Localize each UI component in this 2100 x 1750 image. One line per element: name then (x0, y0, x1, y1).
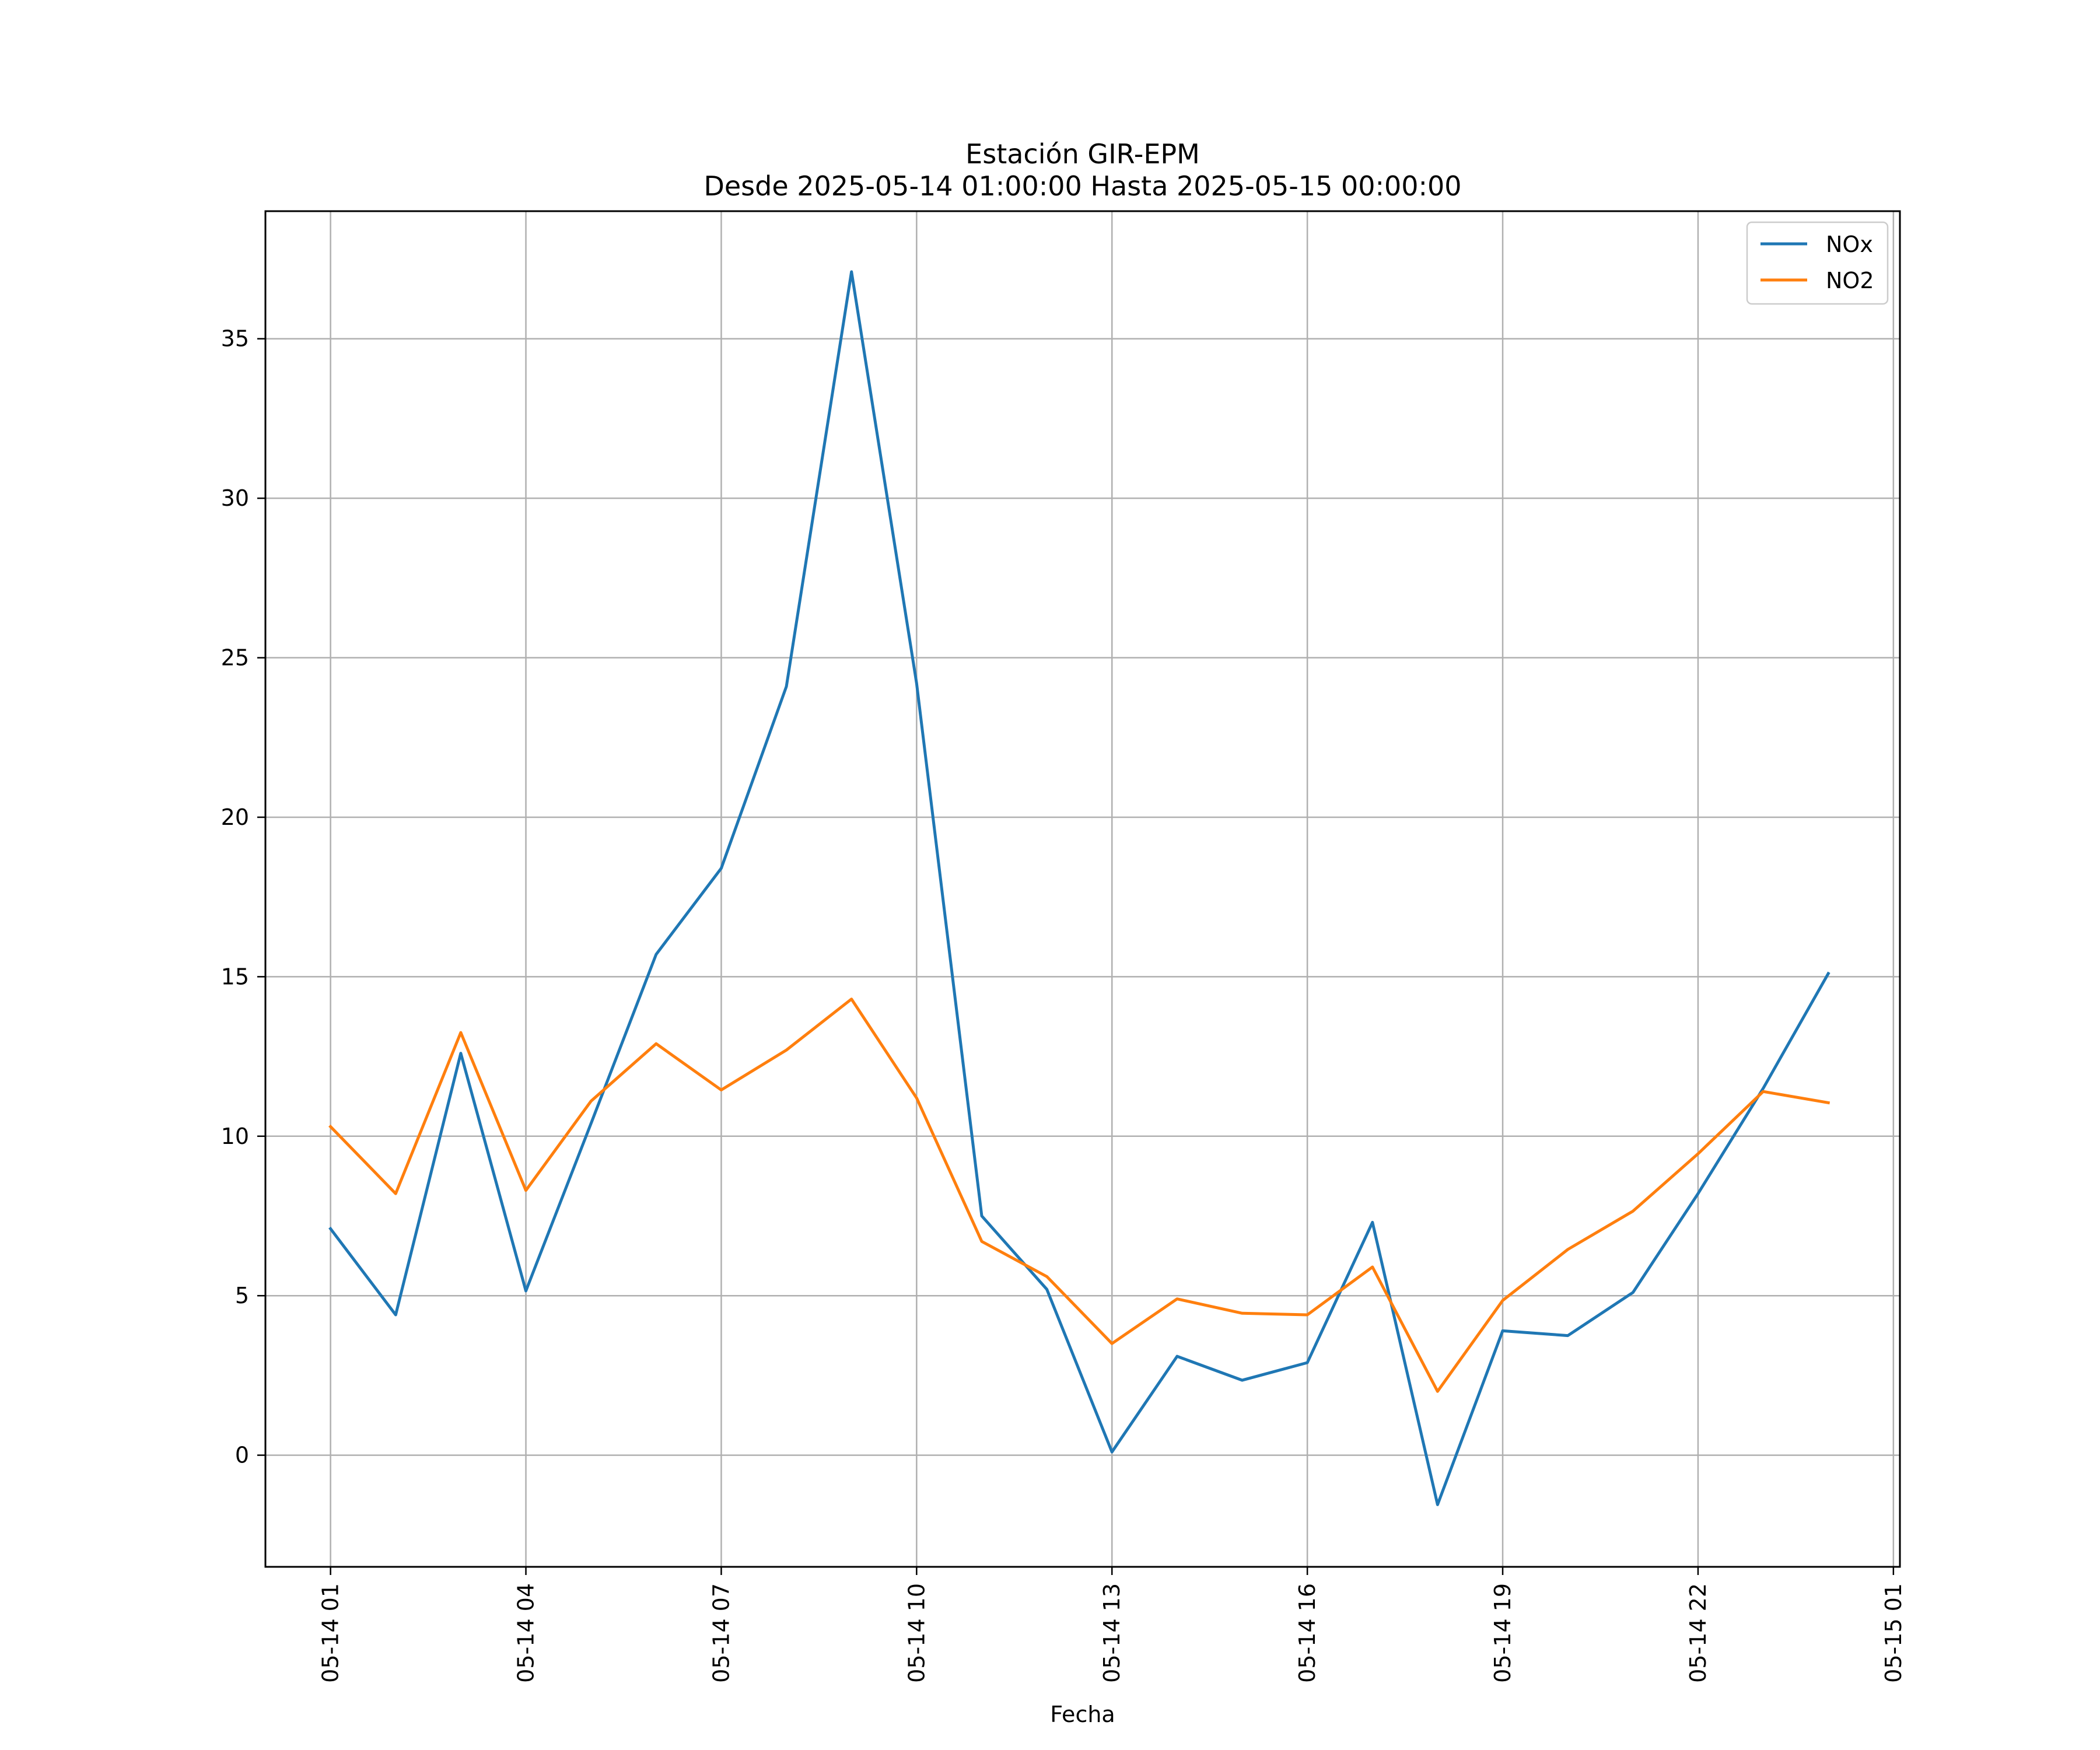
legend-label-nox: NOx (1826, 232, 1873, 257)
y-tick-label: 0 (235, 1443, 249, 1468)
x-tick-label: 05-14 07 (708, 1583, 734, 1683)
chart-title: Estación GIR-EPM (965, 138, 1200, 170)
plot-frame (264, 210, 1901, 1568)
x-tick-label: 05-14 19 (1490, 1583, 1516, 1683)
y-axis: 0 5 10 15 20 25 30 35 (221, 326, 265, 1468)
y-tick-label: 10 (221, 1124, 249, 1149)
x-tick-label: 05-14 10 (904, 1583, 929, 1683)
x-tick-label: 05-14 04 (513, 1583, 539, 1683)
x-tick-label: 05-14 01 (318, 1583, 344, 1683)
x-tick-label: 05-15 01 (1881, 1583, 1906, 1683)
x-tick-label: 05-14 13 (1099, 1583, 1125, 1683)
x-axis: 05-14 01 05-14 04 05-14 07 05-14 10 05-14 13… (318, 1567, 1906, 1683)
x-axis-label: Fecha (1050, 1702, 1115, 1727)
legend-label-no2: NO2 (1826, 268, 1874, 293)
series-lines (328, 270, 1831, 1506)
y-tick-label: 15 (221, 964, 249, 989)
y-tick-label: 35 (221, 326, 249, 352)
series-line-no2 (328, 998, 1831, 1393)
y-tick-label: 5 (235, 1283, 249, 1308)
y-tick-label: 25 (221, 645, 249, 671)
y-tick-label: 30 (221, 485, 249, 511)
y-tick-label: 20 (221, 804, 249, 830)
grid (265, 211, 1900, 1567)
x-tick-label: 05-14 16 (1294, 1583, 1320, 1683)
series-line-nox (328, 270, 1831, 1506)
legend: NOx NO2 (1746, 221, 1889, 305)
chart-subtitle: Desde 2025-05-14 01:00:00 Hasta 2025-05-… (704, 170, 1461, 202)
x-tick-label: 05-14 22 (1685, 1583, 1711, 1683)
